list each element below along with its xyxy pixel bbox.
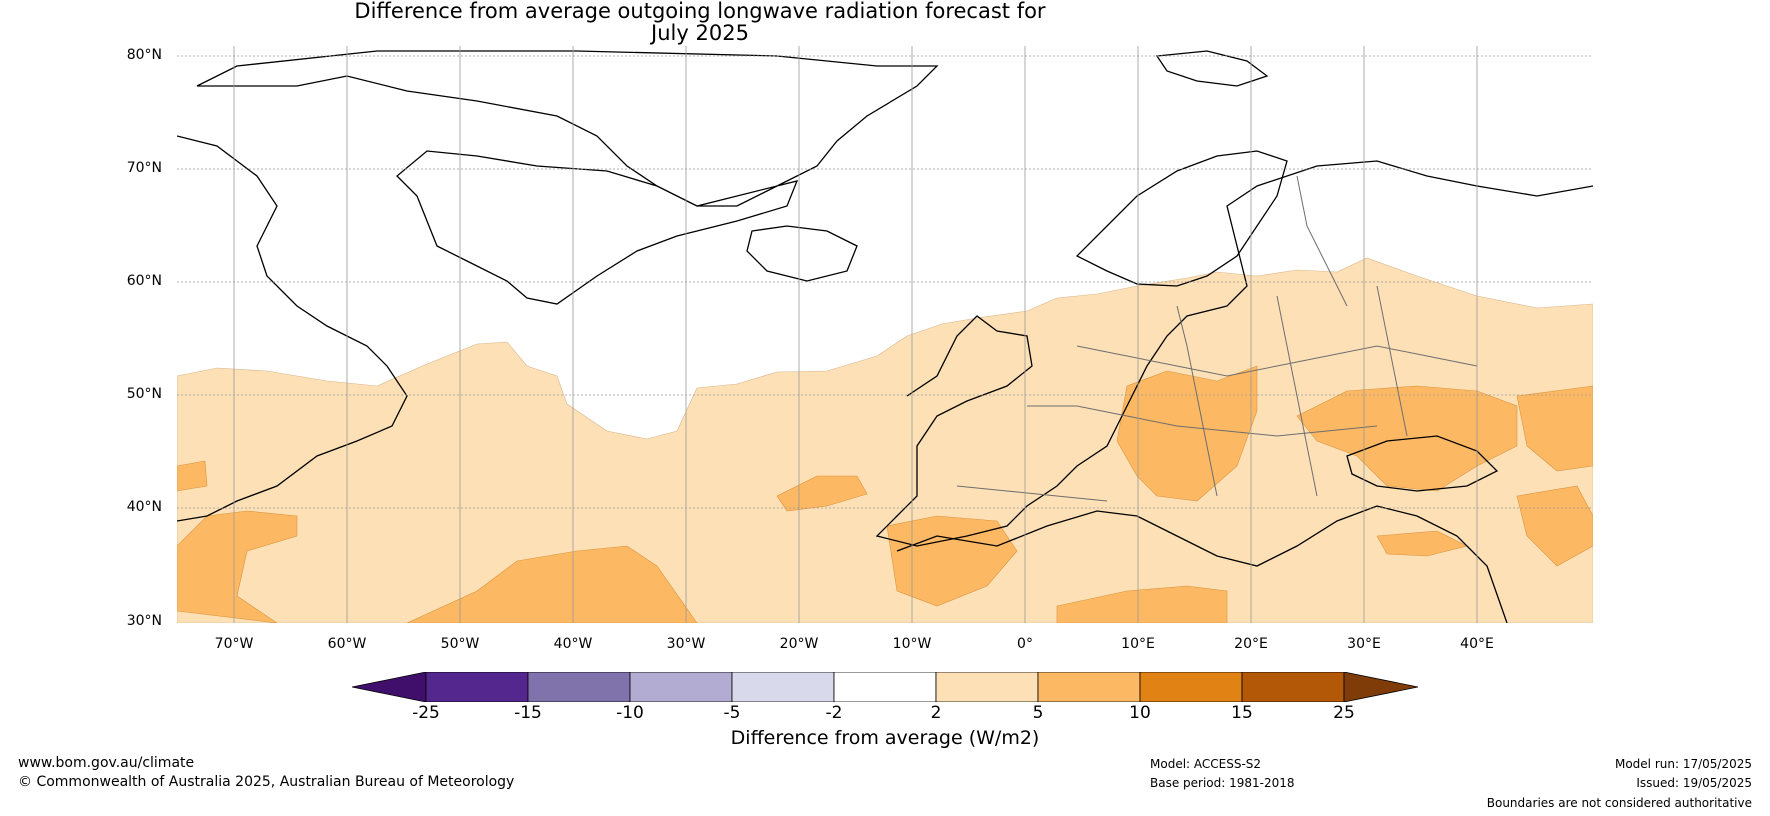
colorbar-tick-label: -10 [616,703,644,723]
lon-label-30w: 30°W [666,636,706,652]
colorbar-segment [425,672,529,702]
mediterranean-coastline [896,505,1508,623]
lon-label-40w: 40°W [553,636,593,652]
footer-base-period: Base period: 1981-2018 [1150,776,1295,790]
lat-label-70n: 70°N [126,160,162,176]
colorbar-tick-label: 5 [1032,703,1044,723]
footer-disclaimer: Boundaries are not considered authoritat… [1486,796,1752,810]
colorbar-segment [527,672,631,702]
scandinavia-coastline [1075,150,1288,287]
colorbar-segment [1037,672,1141,702]
lat-label-80n: 80°N [126,47,162,63]
colorbar-segment [833,672,937,702]
footer-issued: Issued: 19/05/2025 [1636,776,1752,790]
colorbar-segment [935,672,1039,702]
footer-copyright: © Commonwealth of Australia 2025, Austra… [18,774,515,790]
map-gridlines [177,46,1593,623]
map-title-line1: Difference from average outgoing longwav… [354,0,1046,23]
colorbar-extend-low [352,672,427,702]
anomaly-region-medium [177,365,1593,623]
lat-label-50n: 50°N [126,386,162,402]
colorbar-tick-label: 2 [930,703,942,723]
colorbar-label: Difference from average (W/m2) [730,727,1040,749]
colorbar-tick-label: 15 [1231,703,1253,723]
colorbar-segment [731,672,835,702]
country-borders [956,175,1478,502]
colorbar-tick-label: 10 [1129,703,1151,723]
anomaly-region-light [177,257,1593,623]
svalbard-outline [1155,50,1269,87]
lon-label-50w: 50°W [440,636,480,652]
colorbar-tick-label: -25 [412,703,440,723]
footer-model: Model: ACCESS-S2 [1150,757,1262,771]
black-sea-coastline [1346,435,1499,492]
colorbar-segment [1241,672,1345,702]
colorbar-tick-label: -15 [514,703,542,723]
lon-label-60w: 60°W [327,636,367,652]
labrador-outline [177,135,408,522]
iceland-outline [746,225,858,282]
lon-label-20e: 20°E [1234,636,1268,652]
colorbar-segment [629,672,733,702]
greenland-outline [196,50,939,305]
colorbar-extend-high [1343,672,1418,702]
map-title-line2: July 2025 [651,21,749,45]
colorbar [352,672,1418,702]
colorbar-tick-label: -2 [825,703,843,723]
colorbar-tick-label: 25 [1333,703,1355,723]
lon-label-70w: 70°W [214,636,254,652]
lon-label-30e: 30°E [1347,636,1381,652]
lat-label-30n: 30°N [126,613,162,629]
lon-label-20w: 20°W [779,636,819,652]
colorbar-segment [1139,672,1243,702]
lon-label-10w: 10°W [892,636,932,652]
lon-label-10e: 10°E [1121,636,1155,652]
lon-label-40e: 40°E [1460,636,1494,652]
lat-label-40n: 40°N [126,499,162,515]
footer-model-run: Model run: 17/05/2025 [1614,757,1752,771]
map-panel [177,46,1593,623]
lon-label-0: 0° [1017,636,1033,652]
lat-label-60n: 60°N [126,273,162,289]
colorbar-tick-label: -5 [723,703,741,723]
europe-coastline [875,160,1593,547]
map-svg [177,46,1593,623]
footer-website[interactable]: www.bom.gov.au/climate [18,755,195,771]
